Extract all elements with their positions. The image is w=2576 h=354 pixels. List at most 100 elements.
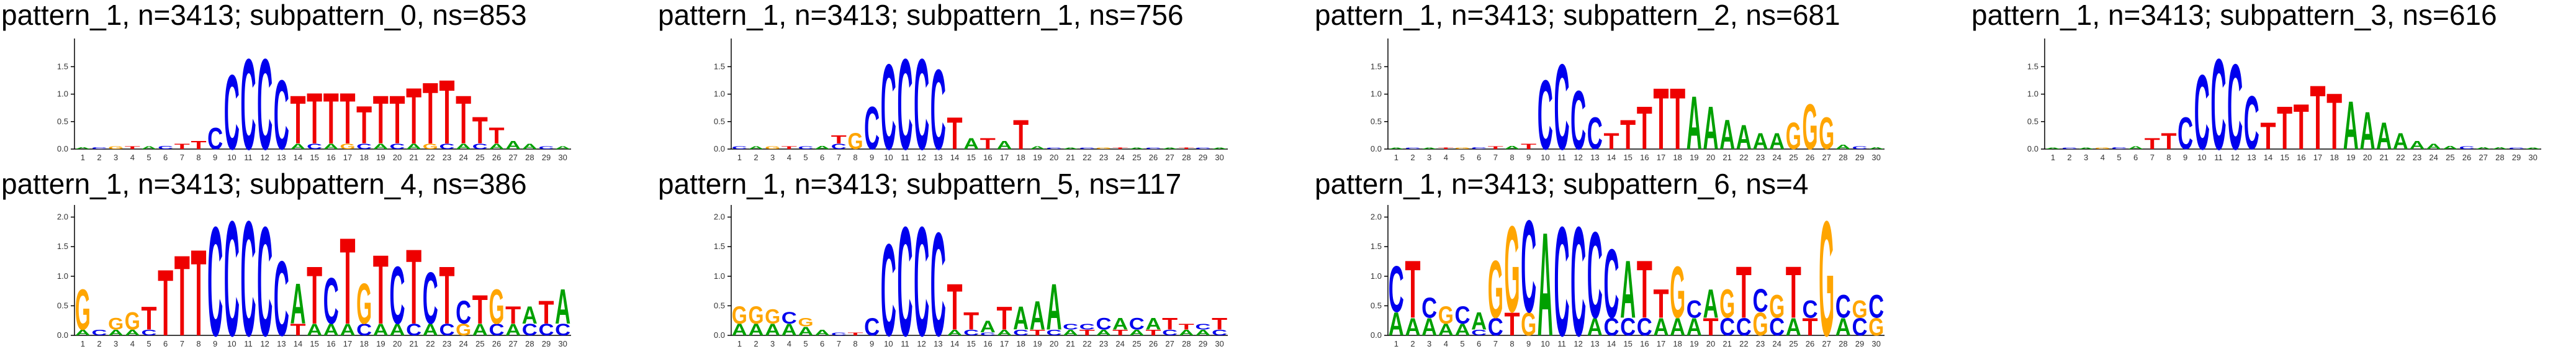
logo-letter: C bbox=[1162, 328, 1178, 337]
logo-letter: G bbox=[340, 142, 355, 151]
logo-letter: T bbox=[996, 299, 1012, 337]
x-tick-label: 2 bbox=[1410, 339, 1415, 348]
logo-letter: T bbox=[191, 139, 207, 152]
logo-letter: G bbox=[1096, 147, 1111, 150]
logo-letter: C bbox=[1013, 328, 1029, 337]
x-tick-label: 30 bbox=[2528, 153, 2537, 162]
panel-title: pattern_1, n=3413; subpattern_2, ns=681 bbox=[1315, 0, 1840, 31]
x-tick-label: 11 bbox=[901, 153, 909, 162]
x-tick-label: 17 bbox=[1000, 153, 1009, 162]
y-tick-label: 0.5 bbox=[2027, 117, 2038, 126]
panel-title: pattern_1, n=3413; subpattern_4, ns=386 bbox=[1, 168, 527, 200]
x-tick-label: 15 bbox=[310, 339, 318, 348]
y-tick-label: 0.5 bbox=[57, 301, 68, 310]
x-tick-label: 16 bbox=[2297, 153, 2305, 162]
x-tick-label: 3 bbox=[1427, 339, 1431, 348]
x-tick-label: 7 bbox=[1493, 153, 1498, 162]
x-tick-label: 26 bbox=[492, 339, 501, 348]
y-tick-label: 0.5 bbox=[714, 301, 725, 310]
x-tick-label: 29 bbox=[1855, 339, 1864, 348]
logo-letter: T bbox=[307, 79, 322, 160]
logo-letter: C bbox=[1554, 196, 1569, 354]
x-tick-label: 21 bbox=[409, 153, 418, 162]
logo-letter: C bbox=[1603, 314, 1619, 341]
x-tick-label: 18 bbox=[1673, 153, 1682, 162]
logo-letter: T bbox=[2260, 115, 2276, 157]
x-tick-label: 6 bbox=[820, 153, 824, 162]
logo-letter: T bbox=[439, 249, 454, 342]
x-tick-label: 19 bbox=[1690, 153, 1698, 162]
x-tick-label: 30 bbox=[558, 153, 567, 162]
logo-letter: C bbox=[881, 39, 896, 175]
logo-letter: C bbox=[1752, 282, 1768, 319]
logo-letter: G bbox=[456, 320, 471, 338]
logo-letter: A bbox=[1504, 145, 1520, 150]
logo-letter: A bbox=[373, 142, 389, 151]
y-tick-label: 1.0 bbox=[1371, 271, 1382, 281]
x-tick-label: 10 bbox=[884, 339, 893, 348]
logo-letter: T bbox=[1112, 328, 1128, 337]
x-tick-label: 11 bbox=[1557, 153, 1566, 162]
x-tick-label: 2 bbox=[754, 153, 758, 162]
logo-letter: C bbox=[930, 47, 946, 174]
logo-letter: C bbox=[456, 294, 471, 331]
logo-letter: T bbox=[2294, 90, 2309, 163]
logo-letter: C bbox=[1603, 229, 1619, 339]
logo-letter: G bbox=[1802, 90, 1817, 163]
logo-letter: G bbox=[1438, 302, 1454, 329]
logo-letter: C bbox=[2210, 31, 2226, 176]
logo-letter: A bbox=[456, 142, 471, 151]
logo-letter: G bbox=[2095, 147, 2110, 150]
x-tick-label: 12 bbox=[917, 153, 925, 162]
logo-letter: T bbox=[831, 134, 847, 147]
x-tick-label: 12 bbox=[260, 153, 269, 162]
x-tick-label: 8 bbox=[2166, 153, 2171, 162]
logo-letter: C bbox=[930, 202, 946, 354]
logo-letter: T bbox=[141, 299, 156, 337]
logo-letter: C bbox=[798, 146, 813, 150]
x-tick-label: 19 bbox=[1033, 153, 1042, 162]
logo-letter: C bbox=[1195, 322, 1210, 332]
y-tick-label: 1.0 bbox=[714, 89, 725, 99]
x-tick-label: 27 bbox=[2479, 153, 2487, 162]
logo-letter: T bbox=[1079, 328, 1096, 337]
y-tick-label: 1.0 bbox=[57, 89, 68, 99]
x-tick-label: 22 bbox=[426, 339, 435, 348]
logo-letter: A bbox=[765, 320, 780, 338]
x-tick-label: 28 bbox=[525, 339, 534, 348]
logo-letter: C bbox=[1195, 147, 1210, 150]
y-tick-label: 1.0 bbox=[2027, 89, 2038, 99]
x-tick-label: 25 bbox=[475, 339, 484, 348]
x-tick-label: 6 bbox=[163, 339, 168, 348]
y-tick-label: 2.0 bbox=[57, 212, 68, 222]
x-tick-label: 13 bbox=[934, 153, 942, 162]
y-tick-label: 0.0 bbox=[714, 330, 725, 340]
logo-letter: T bbox=[406, 228, 421, 347]
logo-letter: T bbox=[781, 146, 798, 150]
x-tick-label: 26 bbox=[1806, 153, 1814, 162]
logo-letter: C bbox=[1802, 296, 1817, 324]
logo-letter: C bbox=[897, 196, 912, 354]
x-tick-label: 1 bbox=[1394, 153, 1398, 162]
logo-letter: G bbox=[108, 315, 124, 333]
logo-letter: A bbox=[2393, 129, 2408, 155]
logo-letter: G bbox=[356, 271, 372, 336]
x-tick-label: 1 bbox=[81, 339, 85, 348]
logo-letter: A bbox=[505, 320, 521, 338]
x-tick-label: 29 bbox=[1855, 153, 1864, 162]
logo-letter: A bbox=[2343, 88, 2359, 164]
x-tick-label: 15 bbox=[310, 153, 318, 162]
x-tick-label: 24 bbox=[2429, 153, 2438, 162]
logo-letter: G bbox=[1786, 115, 1801, 157]
logo-letter: C bbox=[1079, 147, 1095, 150]
logo-letter: C bbox=[1405, 147, 1420, 150]
x-tick-label: 17 bbox=[1657, 339, 1665, 348]
logo-letter: A bbox=[1687, 314, 1702, 341]
x-tick-label: 7 bbox=[1493, 339, 1498, 348]
x-tick-label: 14 bbox=[294, 339, 302, 348]
logo-letter: C bbox=[472, 142, 488, 151]
x-tick-label: 9 bbox=[213, 339, 217, 348]
x-tick-label: 20 bbox=[2363, 153, 2372, 162]
x-tick-label: 30 bbox=[1215, 339, 1223, 348]
